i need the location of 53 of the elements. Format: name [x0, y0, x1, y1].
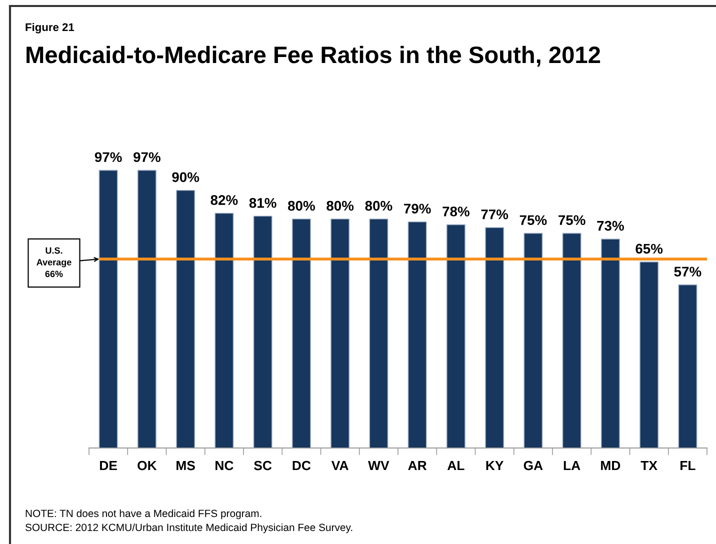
x-tick-label: AR — [408, 460, 427, 470]
x-tick-label: KY — [486, 460, 504, 470]
bar — [640, 262, 659, 448]
data-label: 75% — [520, 215, 547, 226]
data-label: 65% — [636, 244, 663, 254]
source-note: SOURCE: 2012 KCMU/Urban Institute Medicaid Physician Fee Survey. — [25, 523, 352, 534]
x-tick-label: MD — [601, 460, 620, 470]
bar — [600, 238, 620, 448]
x-tick-label: MS — [176, 460, 195, 470]
data-label: 80% — [326, 200, 354, 211]
x-tick-label: FL — [680, 460, 696, 470]
bar — [137, 170, 156, 448]
bar — [98, 170, 118, 448]
bar — [369, 218, 388, 448]
bar — [678, 284, 698, 448]
x-tick-label: OK — [138, 460, 157, 470]
data-label: 77% — [481, 209, 508, 220]
x-tick-label: AL — [447, 460, 464, 470]
data-label: 97% — [94, 152, 122, 162]
bar — [485, 227, 504, 448]
data-label: 73% — [597, 220, 624, 231]
data-label: 79% — [404, 204, 431, 214]
text: NOTE: TN does not have a Medicaid FFS program. — [26, 509, 262, 520]
bar — [253, 216, 272, 448]
data-label: 90% — [172, 172, 200, 182]
x-tick-label: DE — [100, 460, 117, 470]
x-tick-label: WV — [368, 460, 390, 470]
bar — [214, 212, 234, 448]
data-label: 80% — [288, 200, 315, 211]
x-tick-label: TX — [640, 460, 658, 470]
bar — [408, 221, 427, 448]
bar — [562, 232, 582, 448]
x-tick-label: GA — [524, 460, 543, 470]
data-label: 97% — [134, 152, 160, 162]
bar — [524, 232, 543, 448]
x-tick-label: NC — [216, 460, 234, 470]
bar — [446, 224, 466, 448]
bar — [330, 218, 350, 448]
ref-line-label: U.S. Average 66% — [36, 247, 72, 278]
chart-title: Medicaid-to-Medicare Fee Ratios in the South, 2012 — [26, 46, 600, 67]
data-label: 78% — [442, 206, 470, 216]
data-label: 75% — [558, 215, 586, 226]
x-tick-label: DC — [292, 460, 311, 470]
data-label: 81% — [249, 198, 276, 208]
data-label: 57% — [674, 266, 702, 277]
x-tick-label: VA — [331, 460, 348, 470]
data-label: 80% — [365, 200, 392, 211]
bar — [176, 190, 196, 448]
x-tick-label: SC — [254, 460, 272, 470]
data-label: 82% — [210, 195, 238, 205]
chart-subtitle: Figure 21 — [26, 22, 74, 34]
x-tick-label: LA — [564, 460, 580, 470]
bar — [292, 218, 311, 448]
